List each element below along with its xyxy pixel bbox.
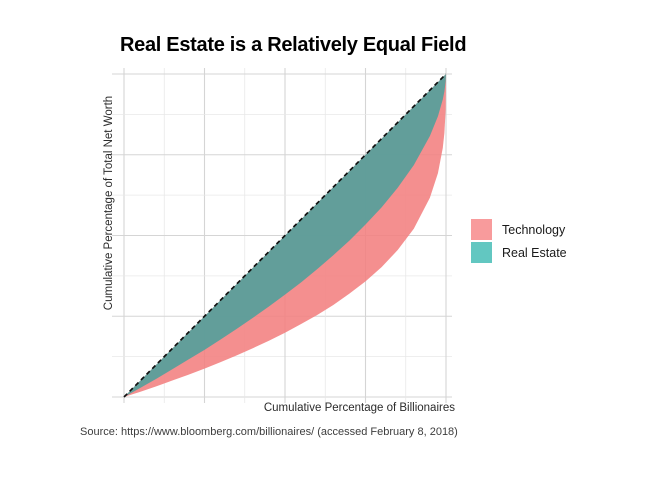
legend: Technology Real Estate	[471, 219, 567, 263]
legend-label-real-estate: Real Estate	[502, 245, 567, 260]
x-axis-label: Cumulative Percentage of Billionaires	[263, 402, 455, 414]
legend-label-technology: Technology	[502, 222, 566, 237]
source-caption: Source: https://www.bloomberg.com/billio…	[80, 426, 458, 438]
real-estate-color-swatch-icon	[471, 242, 492, 263]
chart-title: Real Estate is a Relatively Equal Field	[120, 34, 467, 56]
legend-item-technology: Technology	[471, 219, 567, 240]
y-axis-label: Cumulative Percentage of Total Net Worth	[103, 95, 115, 311]
technology-color-swatch-icon	[471, 219, 492, 240]
legend-item-real-estate: Real Estate	[471, 242, 567, 263]
